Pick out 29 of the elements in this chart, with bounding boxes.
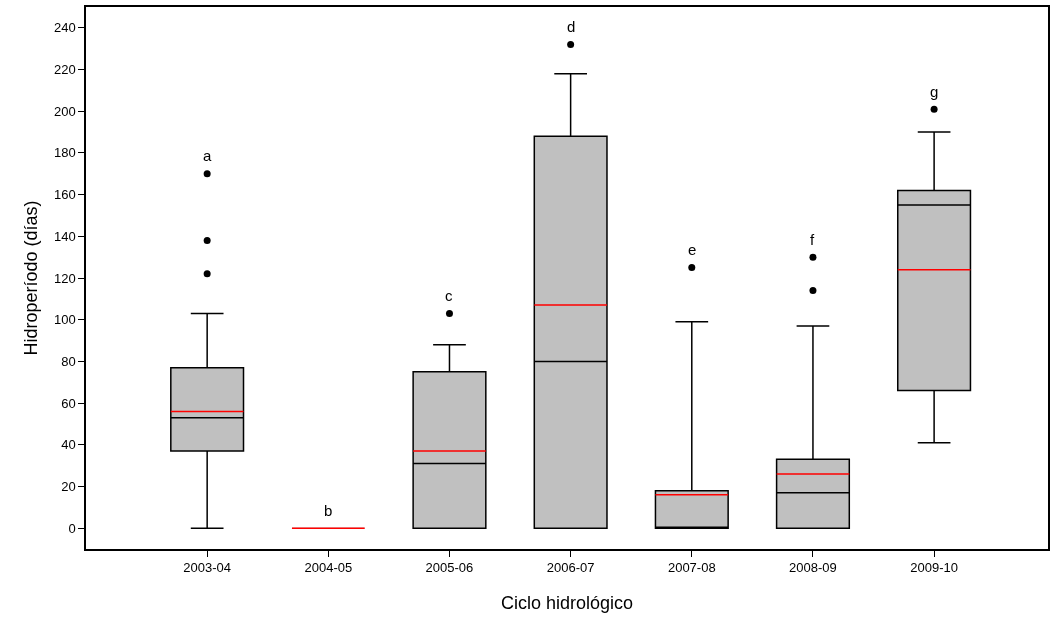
- y-tick-label: 40: [61, 437, 76, 453]
- annotation: d: [567, 18, 576, 35]
- y-tick-label: 180: [53, 145, 76, 161]
- annotation: e: [688, 241, 697, 258]
- annotation: f: [810, 231, 815, 248]
- y-axis-title: Hidroperíodo (días): [20, 200, 41, 356]
- y-tick-label: 140: [53, 228, 76, 244]
- y-tick-label: 100: [53, 312, 76, 328]
- annotation: a: [203, 147, 212, 164]
- annotation: g: [930, 83, 939, 100]
- annotation: b: [324, 502, 333, 519]
- x-tick-label: 2009-10: [910, 560, 958, 576]
- y-tick-label: 200: [53, 103, 76, 119]
- x-tick-label: 2007-08: [667, 560, 716, 576]
- y-tick-label: 60: [61, 395, 76, 411]
- x-tick-label: 2008-09: [789, 560, 837, 576]
- y-tick-label: 160: [53, 187, 76, 203]
- x-axis-title: Ciclo hidrológico: [500, 592, 634, 613]
- y-tick-label: 0: [68, 520, 76, 536]
- y-tick-label: 240: [53, 20, 76, 36]
- annotation: c: [445, 287, 453, 304]
- x-tick-label: 2003-04: [183, 560, 232, 576]
- x-tick-label: 2004-05: [304, 560, 353, 576]
- y-tick-label: 220: [53, 62, 76, 78]
- y-tick-label: 80: [61, 353, 76, 369]
- y-tick-label: 20: [61, 479, 76, 495]
- x-tick-label: 2006-07: [546, 560, 595, 576]
- y-tick-label: 120: [53, 270, 76, 286]
- x-tick-label: 2005-06: [425, 560, 474, 576]
